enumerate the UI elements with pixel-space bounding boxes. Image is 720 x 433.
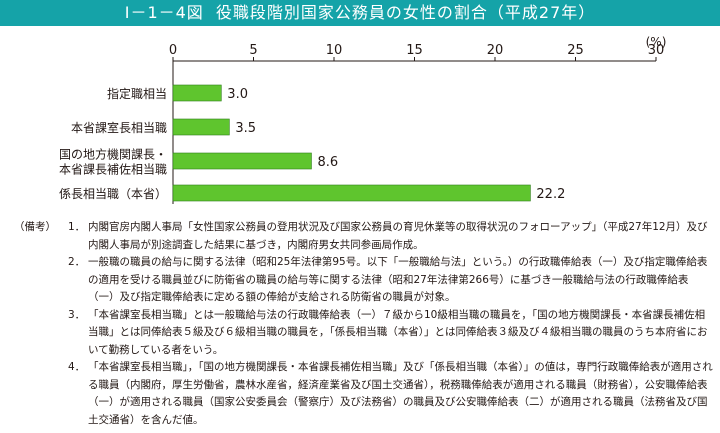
note-text: 一般職の職員の給与に関する法律（昭和25年法律第95号。以下「一般職給与法」とい…	[88, 256, 708, 303]
x-tick-label: 30	[648, 43, 665, 58]
value-label: 3.5	[235, 121, 256, 136]
note-number: 3．	[68, 308, 86, 321]
bar	[172, 84, 222, 102]
note-item: 2． 一般職の職員の給与に関する法律（昭和25年法律第95号。以下「一般職給与法…	[14, 254, 714, 307]
note-number: 4．	[68, 361, 86, 373]
note-item: 3． 「本省課室長相当職」とは一般職給与法の行政職俸給表（一）７級から10級相当…	[14, 307, 714, 360]
category-label: 国の地方機関課長・	[59, 147, 167, 162]
note-text: 内閣官房内閣人事局「女性国家公務員の登用状況及び国家公務員の育児休業等の取得状況…	[88, 221, 708, 251]
x-tick-label: 25	[567, 43, 584, 58]
note-item: （備考） 1． 内閣官房内閣人事局「女性国家公務員の登用状況及び国家公務員の育児…	[14, 219, 714, 254]
category-label: 本省課長補佐相当職	[59, 162, 167, 177]
unit-label: (%)	[646, 35, 667, 49]
figure-number: I－1－4図	[124, 3, 204, 22]
category-label: 本省課室長相当職	[71, 120, 167, 135]
value-label: 22.2	[536, 187, 565, 202]
figure-title: 役職段階別国家公務員の女性の割合（平成27年）	[215, 3, 596, 22]
note-number: 2．	[68, 256, 86, 268]
category-label: 係長相当職（本省）	[59, 187, 167, 201]
note-text: 「本省課室長相当職」，「国の地方機関課長・本省課長補佐相当職」及び「係長相当職（…	[88, 361, 713, 426]
value-label: 3.0	[227, 87, 248, 102]
bar-chart: (%) 0 5 10 15 20 25 30 3.0 指定職相当 3.5 本省課室長相当職 8.6 国の地…	[59, 35, 667, 204]
notes-section: （備考） 1． 内閣官房内閣人事局「女性国家公務員の登用状況及び国家公務員の育児…	[14, 219, 714, 429]
bar	[172, 152, 312, 170]
x-tick-label: 0	[169, 43, 177, 58]
x-tick-label: 10	[326, 43, 343, 58]
note-item: 4． 「本省課室長相当職」，「国の地方機関課長・本省課長補佐相当職」及び「係長相…	[14, 359, 714, 429]
bar	[172, 118, 230, 136]
figure-title-bar: I－1－4図 役職段階別国家公務員の女性の割合（平成27年）	[0, 0, 720, 26]
note-number: 1．	[68, 221, 86, 233]
notes-heading: （備考）	[14, 221, 56, 233]
x-tick-label: 5	[249, 43, 257, 58]
value-label: 8.6	[317, 155, 338, 170]
note-text: 「本省課室長相当職」とは一般職給与法の行政職俸給表（一）７級から10級相当職の職…	[88, 308, 708, 356]
x-tick-label: 15	[406, 43, 423, 58]
category-label: 指定職相当	[107, 86, 167, 101]
x-tick-label: 20	[487, 43, 504, 58]
bar	[172, 184, 531, 202]
